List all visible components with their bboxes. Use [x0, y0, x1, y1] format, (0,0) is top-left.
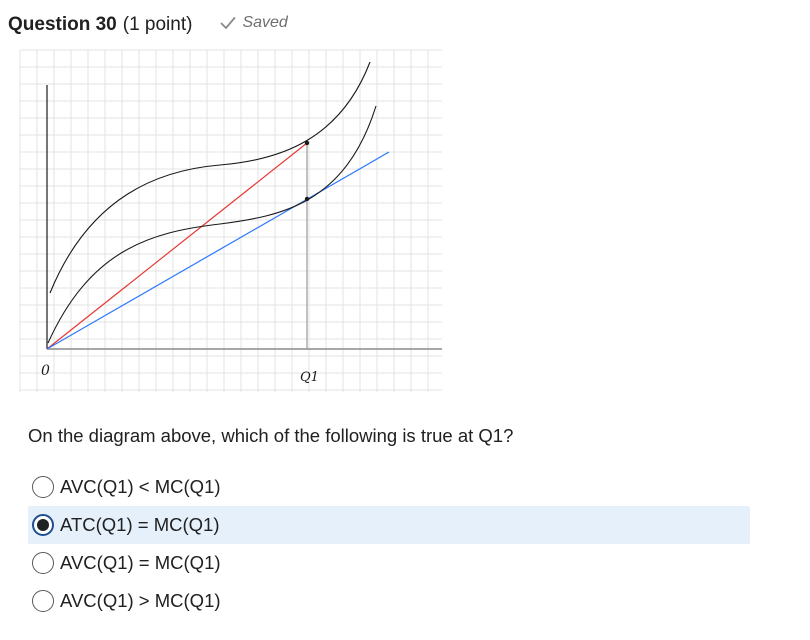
q1-label: Q1: [300, 370, 319, 385]
checkmark-icon: [221, 17, 236, 29]
radio-dot-icon: [37, 519, 49, 531]
question-prompt: On the diagram above, which of the follo…: [28, 425, 514, 446]
atc-ray: [46, 142, 308, 350]
answer-option-label: ATC(Q1) = MC(Q1): [60, 514, 220, 535]
origin-label: 0: [41, 363, 50, 379]
cost-curves-diagram: 0 Q1: [19, 49, 442, 392]
answer-option[interactable]: AVC(Q1) = MC(Q1): [28, 544, 750, 582]
vc-tangent-point: [304, 196, 310, 202]
total-cost-curve: [49, 61, 371, 294]
avc-ray: [46, 151, 390, 350]
answer-options: AVC(Q1) < MC(Q1) ATC(Q1) = MC(Q1) AVC(Q1…: [28, 468, 750, 620]
tc-tangent-point: [304, 140, 310, 146]
answer-option-label: AVC(Q1) > MC(Q1): [60, 590, 221, 611]
answer-option-label: AVC(Q1) < MC(Q1): [60, 476, 221, 497]
answer-option[interactable]: AVC(Q1) < MC(Q1): [28, 468, 750, 506]
question-header: Question 30 (1 point) Saved: [8, 10, 288, 38]
answer-option-label: AVC(Q1) = MC(Q1): [60, 552, 221, 573]
question-points: (1 point): [122, 14, 193, 35]
saved-status: Saved: [220, 10, 288, 36]
radio-button-checked[interactable]: [32, 514, 54, 536]
answer-option-selected[interactable]: ATC(Q1) = MC(Q1): [28, 506, 750, 544]
variable-cost-curve: [47, 105, 377, 344]
question-title: Question 30: [8, 14, 117, 35]
saved-label: Saved: [242, 14, 288, 31]
radio-button[interactable]: [32, 476, 54, 498]
answer-option[interactable]: AVC(Q1) > MC(Q1): [28, 582, 750, 620]
radio-button[interactable]: [32, 590, 54, 612]
radio-button[interactable]: [32, 552, 54, 574]
grid: [19, 49, 442, 392]
